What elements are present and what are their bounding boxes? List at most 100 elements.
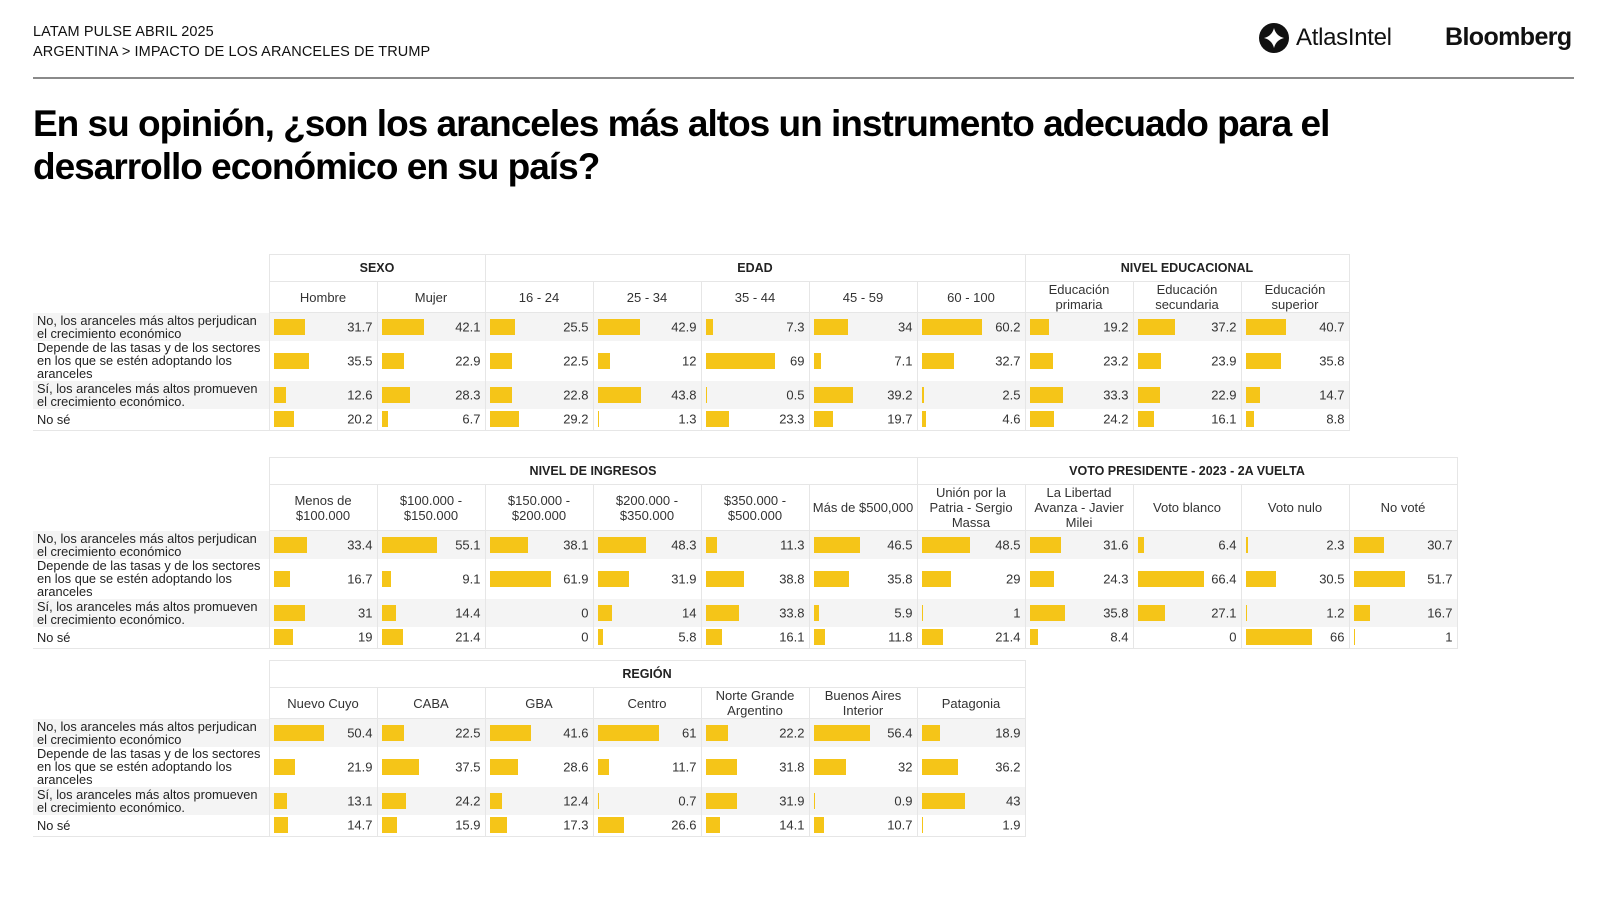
data-label: 69 [790,353,805,368]
column-header: 35 - 44 [700,281,810,313]
data-label: 0.5 [786,387,805,402]
data-bar [1137,386,1161,403]
data-bar [597,629,604,646]
data-bar [705,411,729,428]
group-header: REGIÓN [268,660,1026,688]
data-label: 50.4 [347,725,373,741]
data-bar [1245,570,1276,587]
data-cell: 0.9 [808,786,918,815]
group-header-row: REGIÓN [33,660,1026,688]
data-label: 14.7 [347,817,373,833]
data-cell: 25.5 [484,312,594,341]
column-header-row: Nuevo Cuyo CABA GBA Centro Norte Grande Arge… [33,687,1026,719]
column-header-row: Menos de $100.000 $100.000 - $150.000 $150… [33,484,1458,531]
data-label: 35.8 [1103,605,1129,620]
data-bar [489,411,519,428]
data-bar [1029,352,1053,369]
data-cell: 10.7 [808,814,918,837]
group-header: SEXO [268,254,486,282]
data-label: 16.7 [1427,605,1453,620]
table-row: No sé 14.7 15.9 17.3 26.6 14.1 10.7 1.9 [33,814,1026,837]
group-header-row: NIVEL DE INGRESOS VOTO PRESIDENTE - 2023 … [33,457,1458,485]
data-bar [381,411,389,428]
data-bar [381,792,406,809]
data-cell: 31.9 [700,786,810,815]
data-bar [1029,386,1063,403]
data-bar [273,536,307,553]
data-bar [813,536,860,553]
data-cell: 35.5 [268,340,378,381]
data-bar [1137,352,1162,369]
column-header: Voto nulo [1240,484,1350,531]
data-bar [813,352,821,369]
column-header: Buenos Aires Interior [808,687,918,719]
data-label: 22.5 [563,353,589,368]
data-bar [1245,536,1248,553]
data-bar [813,604,820,621]
data-label: 55.1 [455,537,481,553]
data-label: 24.3 [1103,571,1129,586]
data-cell: 33.3 [1024,380,1134,409]
data-cell: 11.7 [592,746,702,787]
data-label: 46.5 [887,537,913,553]
data-bar [381,724,404,741]
column-header: La Libertad Avanza - Javier Milei [1024,484,1134,531]
data-cell: 12.6 [268,380,378,409]
data-cell: 33.4 [268,530,378,559]
table-row: No sé 20.2 6.7 29.2 1.3 23.3 19.7 4.6 24.2 16.1 8.… [33,408,1350,431]
data-label: 31.8 [779,759,805,774]
data-label: 33.4 [347,537,373,553]
data-cell: 16.7 [1348,598,1458,627]
table-row: Sí, los aranceles más altos promueven el… [33,380,1350,409]
data-label: 34 [898,319,913,335]
data-label: 1.2 [1326,605,1345,620]
data-bar [381,604,396,621]
data-cell: 32 [808,746,918,787]
data-bar [597,792,599,809]
data-bar [381,386,410,403]
data-cell: 31.9 [592,558,702,599]
data-bar [1137,411,1154,428]
data-cell: 22.5 [376,718,486,747]
data-bar [1137,536,1144,553]
data-label: 31.6 [1103,537,1129,553]
data-cell: 35.8 [1240,340,1350,381]
data-cell: 14.7 [268,814,378,837]
data-bar [921,817,924,834]
data-cell: 48.5 [916,530,1026,559]
row-label: No, los aranceles más altos perjudican e… [33,530,269,559]
data-label: 32 [898,759,913,774]
column-header: Más de $500,000 [808,484,918,531]
data-bar [273,724,324,741]
column-header: Patagonia [916,687,1026,719]
data-bar [1353,536,1385,553]
data-bar [921,352,955,369]
data-label: 25.5 [563,319,589,335]
data-bar [489,536,528,553]
data-label: 27.1 [1211,605,1237,620]
data-cell: 41.6 [484,718,594,747]
corner-blank [33,458,269,485]
data-bar [273,629,293,646]
data-label: 22.9 [1211,387,1237,402]
data-label: 22.2 [779,725,805,741]
data-cell: 0 [484,598,594,627]
data-bar [1353,604,1371,621]
corner-blank [33,255,269,282]
data-bar [1029,604,1066,621]
data-bar [705,758,738,775]
data-label: 11.7 [672,759,697,774]
data-cell: 24.2 [376,786,486,815]
data-label: 26.6 [671,817,697,833]
data-bar [1137,570,1204,587]
data-label: 5.8 [678,629,697,645]
data-label: 23.2 [1103,353,1129,368]
data-cell: 19.2 [1024,312,1134,341]
data-bar [813,570,850,587]
data-cell: 6.7 [376,408,486,431]
data-bar [1353,629,1355,646]
data-label: 21.4 [995,629,1021,645]
data-bar [381,570,391,587]
data-cell: 37.5 [376,746,486,787]
data-label: 2.3 [1326,537,1345,553]
